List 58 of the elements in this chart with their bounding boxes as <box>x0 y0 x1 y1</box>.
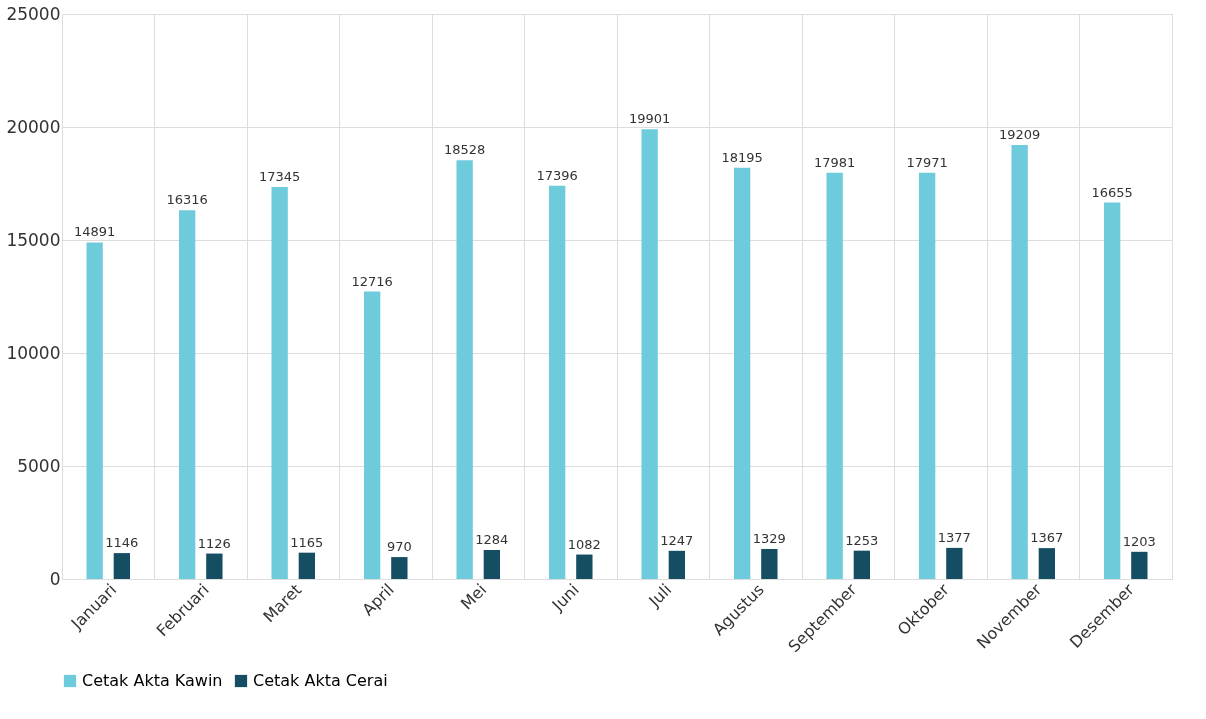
bar <box>668 550 686 579</box>
legend-label: Cetak Akta Cerai <box>253 671 388 690</box>
data-label: 12716 <box>351 273 393 289</box>
bar <box>1131 551 1148 579</box>
data-label: 17345 <box>258 169 301 184</box>
data-label: 1126 <box>197 535 231 551</box>
data-label: 18195 <box>721 149 763 165</box>
x-tick-label: Juli <box>644 580 676 612</box>
bar <box>576 554 593 579</box>
data-label: 19209 <box>998 126 1041 142</box>
data-label: 18528 <box>443 142 486 158</box>
x-tick-label: Mei <box>456 580 491 614</box>
data-label: 970 <box>386 539 412 555</box>
bar <box>86 242 103 579</box>
bar <box>1011 144 1028 579</box>
bar <box>271 187 288 579</box>
data-label: 1165 <box>290 534 324 550</box>
data-label: 1284 <box>475 531 509 547</box>
data-label: 1377 <box>937 529 971 545</box>
data-label: 19901 <box>628 111 671 127</box>
bar <box>113 553 131 579</box>
bar <box>456 160 473 579</box>
bar <box>1038 548 1056 579</box>
y-tick-label: 10000 <box>6 342 61 363</box>
bar <box>178 210 196 579</box>
y-tick-label: 5000 <box>17 455 61 476</box>
data-label: 16655 <box>1091 184 1133 200</box>
data-label: 1253 <box>845 532 879 548</box>
bar <box>826 172 843 579</box>
bar <box>733 167 751 579</box>
bar <box>946 547 963 579</box>
data-label: 17396 <box>536 167 578 183</box>
bar <box>641 129 658 579</box>
y-tick-label: 0 <box>49 568 61 589</box>
data-label: 17981 <box>813 154 856 170</box>
data-label: 17971 <box>906 154 948 170</box>
y-tick-label: 25000 <box>6 3 61 24</box>
bar <box>918 172 936 579</box>
bar <box>483 549 501 579</box>
bar <box>391 557 408 579</box>
bar <box>1103 202 1121 579</box>
data-label: 1329 <box>752 530 786 546</box>
bar <box>548 185 566 579</box>
data-label: 1082 <box>567 536 601 552</box>
bar <box>761 548 778 579</box>
data-label: 1146 <box>105 535 139 551</box>
data-label: 1367 <box>1030 530 1064 546</box>
bar <box>853 550 871 579</box>
y-tick-label: 15000 <box>6 229 61 250</box>
data-label: 16316 <box>166 192 208 208</box>
data-label: 1247 <box>660 532 694 548</box>
bar <box>298 552 316 579</box>
bar <box>206 553 223 579</box>
y-tick-label: 20000 <box>6 116 61 137</box>
data-label: 14891 <box>73 224 116 240</box>
data-label: 1203 <box>1122 533 1156 549</box>
legend-label: Cetak Akta Kawin <box>82 671 223 690</box>
bar <box>363 291 381 579</box>
